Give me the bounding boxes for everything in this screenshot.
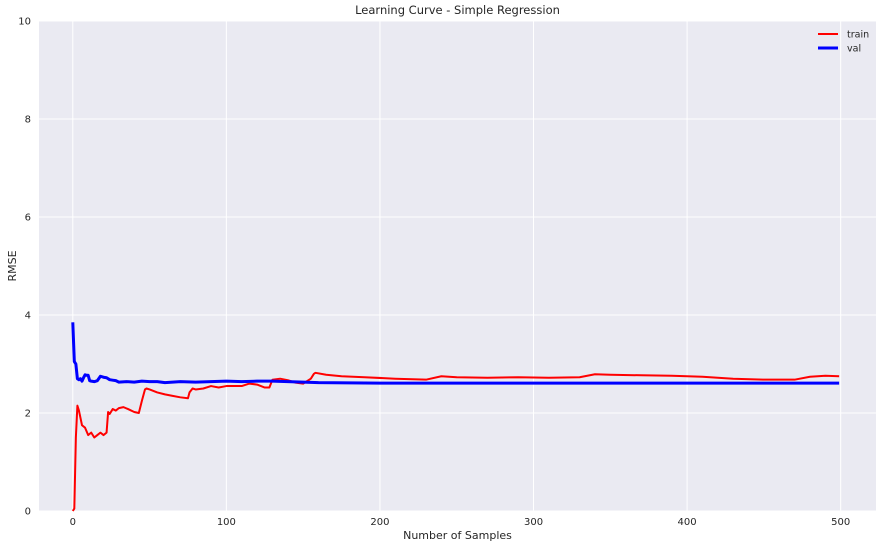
legend: train val bbox=[818, 30, 869, 55]
x-axis-label: Number of Samples bbox=[403, 529, 512, 542]
y-tick-label: 10 bbox=[18, 17, 31, 28]
x-tick-label: 500 bbox=[831, 517, 850, 528]
grid bbox=[39, 20, 876, 512]
y-tick-label: 2 bbox=[25, 409, 31, 420]
y-tick-label: 6 bbox=[25, 213, 31, 224]
legend-label-train: train bbox=[847, 30, 869, 41]
y-tick-label: 0 bbox=[25, 507, 31, 518]
y-axis-label: RMSE bbox=[6, 250, 19, 281]
ticks: 0 100 200 300 400 500 0 2 4 6 8 10 bbox=[18, 17, 850, 529]
x-tick-label: 400 bbox=[678, 517, 697, 528]
x-tick-label: 200 bbox=[370, 517, 389, 528]
x-tick-label: 0 bbox=[70, 517, 76, 528]
y-tick-label: 4 bbox=[25, 311, 31, 322]
plot-background bbox=[39, 21, 876, 511]
legend-label-val: val bbox=[847, 44, 861, 55]
plot-lines bbox=[71, 322, 840, 512]
x-tick-label: 100 bbox=[217, 517, 236, 528]
chart-title: Learning Curve - Simple Regression bbox=[355, 3, 560, 17]
series-line-train bbox=[71, 371, 840, 512]
x-tick-label: 300 bbox=[524, 517, 543, 528]
series-line-val bbox=[71, 322, 840, 385]
y-tick-label: 8 bbox=[25, 115, 31, 126]
